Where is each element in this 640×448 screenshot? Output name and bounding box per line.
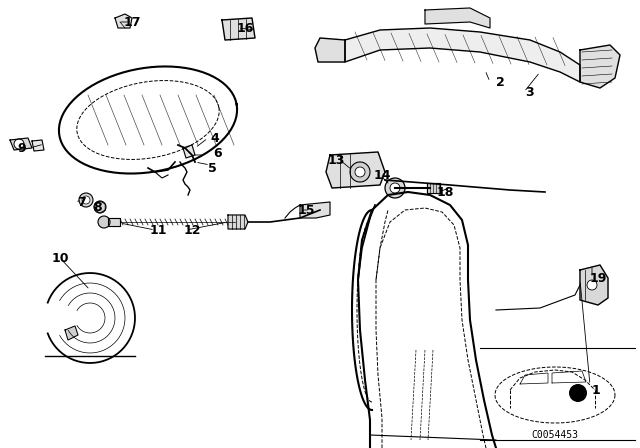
- Polygon shape: [580, 45, 620, 88]
- Polygon shape: [345, 28, 580, 82]
- Text: 10: 10: [51, 251, 68, 264]
- Polygon shape: [115, 14, 132, 28]
- Text: 3: 3: [525, 86, 534, 99]
- Polygon shape: [425, 8, 490, 28]
- Circle shape: [79, 193, 93, 207]
- Text: 4: 4: [211, 132, 220, 145]
- Polygon shape: [580, 265, 608, 305]
- Polygon shape: [65, 326, 78, 340]
- Polygon shape: [10, 138, 32, 150]
- Circle shape: [98, 216, 110, 228]
- Circle shape: [390, 183, 400, 193]
- Text: 7: 7: [77, 195, 86, 208]
- Text: 14: 14: [373, 168, 391, 181]
- Text: 12: 12: [183, 224, 201, 237]
- Circle shape: [355, 167, 365, 177]
- Polygon shape: [183, 145, 195, 158]
- Polygon shape: [315, 38, 345, 62]
- Text: 17: 17: [124, 16, 141, 29]
- Polygon shape: [108, 218, 120, 226]
- Polygon shape: [427, 183, 440, 193]
- Circle shape: [94, 201, 106, 213]
- Text: 8: 8: [93, 201, 102, 214]
- Polygon shape: [32, 140, 44, 151]
- Circle shape: [385, 178, 405, 198]
- Text: 18: 18: [436, 185, 454, 198]
- Text: C0054453: C0054453: [531, 430, 579, 440]
- Polygon shape: [300, 202, 330, 218]
- Text: 1: 1: [591, 383, 600, 396]
- Text: 13: 13: [327, 154, 345, 167]
- Text: 5: 5: [207, 161, 216, 175]
- Polygon shape: [326, 152, 385, 188]
- Circle shape: [82, 196, 90, 204]
- Circle shape: [14, 139, 24, 149]
- Text: 9: 9: [18, 142, 26, 155]
- Text: 19: 19: [589, 271, 607, 284]
- Text: 11: 11: [149, 224, 167, 237]
- Polygon shape: [228, 215, 248, 229]
- Text: 6: 6: [214, 146, 222, 159]
- Polygon shape: [222, 18, 255, 40]
- Circle shape: [569, 384, 587, 402]
- Text: 16: 16: [236, 22, 253, 34]
- Text: 2: 2: [495, 76, 504, 89]
- Circle shape: [350, 162, 370, 182]
- Text: 15: 15: [297, 203, 315, 216]
- Circle shape: [587, 280, 597, 290]
